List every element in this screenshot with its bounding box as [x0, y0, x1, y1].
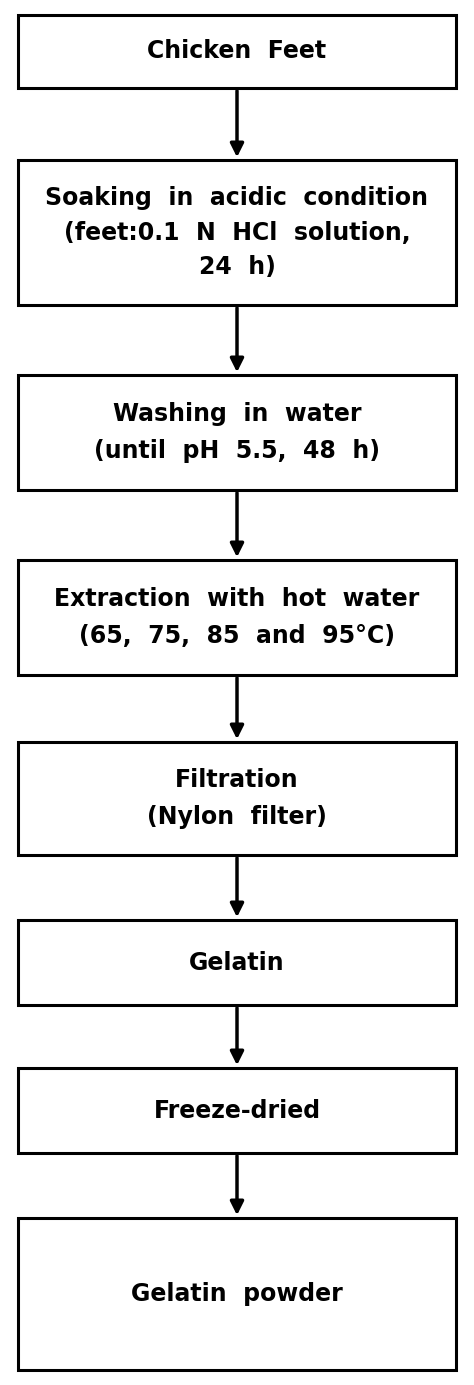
Text: Chicken  Feet: Chicken Feet — [147, 40, 327, 64]
Bar — [18, 560, 456, 674]
Bar — [18, 1217, 456, 1370]
Text: (Nylon  filter): (Nylon filter) — [147, 805, 327, 830]
Text: Gelatin: Gelatin — [189, 950, 285, 975]
Text: (feet:0.1  N  HCl  solution,: (feet:0.1 N HCl solution, — [64, 220, 410, 245]
Bar — [18, 161, 456, 305]
Bar — [18, 15, 456, 89]
Text: Washing  in  water: Washing in water — [113, 402, 361, 425]
Text: Extraction  with  hot  water: Extraction with hot water — [55, 587, 419, 611]
Bar — [18, 742, 456, 855]
Text: Filtration: Filtration — [175, 769, 299, 792]
Bar — [18, 375, 456, 490]
Text: 24  h): 24 h) — [199, 255, 275, 278]
Text: (65,  75,  85  and  95°C): (65, 75, 85 and 95°C) — [79, 625, 395, 648]
Bar — [18, 920, 456, 1006]
Text: Soaking  in  acidic  condition: Soaking in acidic condition — [46, 186, 428, 211]
Text: Gelatin  powder: Gelatin powder — [131, 1283, 343, 1306]
Bar — [18, 1068, 456, 1152]
Text: Freeze-dried: Freeze-dried — [154, 1098, 320, 1122]
Text: (until  pH  5.5,  48  h): (until pH 5.5, 48 h) — [94, 439, 380, 464]
